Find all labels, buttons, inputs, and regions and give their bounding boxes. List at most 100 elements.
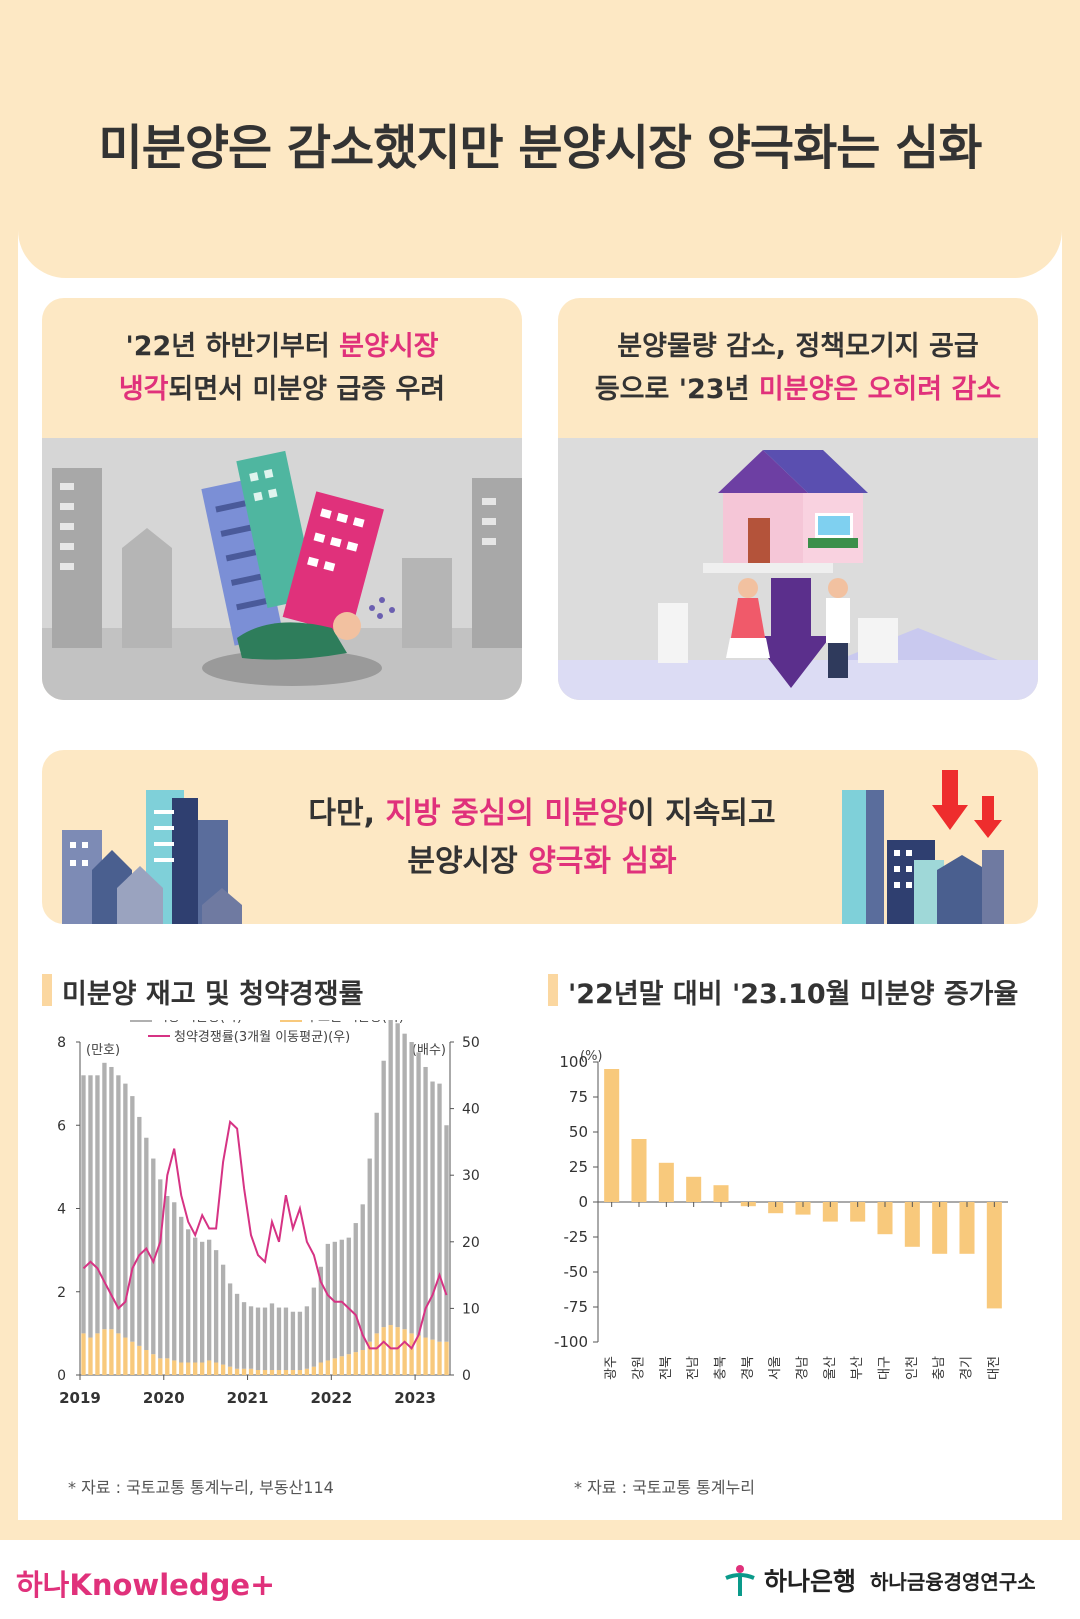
region-label: 대구	[878, 1356, 893, 1380]
x-tick-label: 2019	[59, 1389, 101, 1407]
legend-label-ratio: 청약경쟁률(3개월 이동평균)(우)	[174, 1030, 350, 1045]
card1-highlight: 분양시장	[339, 330, 439, 362]
card-unsold-decline: 분양물량 감소, 정책모기지 공급 등으로 '23년 미분양은 오히려 감소	[558, 298, 1038, 700]
capital-unsold-bar	[186, 1362, 191, 1375]
left-tick-label: 6	[57, 1118, 66, 1134]
regional-unsold-bar	[360, 1204, 365, 1351]
capital-unsold-bar	[346, 1354, 351, 1375]
card1-text: '22년 하반기부터	[125, 330, 340, 362]
regional-unsold-bar	[123, 1083, 128, 1338]
regional-unsold-bar	[423, 1066, 428, 1338]
card2-text: 분양물량 감소, 정책모기지 공급	[617, 330, 979, 362]
page-title: 미분양은 감소했지만 분양시장 양극화는 심화	[98, 120, 983, 176]
capital-unsold-bar	[304, 1368, 310, 1375]
capital-unsold-bar	[430, 1339, 435, 1375]
capital-unsold-bar	[283, 1370, 289, 1375]
institute-text: 하나금융경영연구소	[870, 1569, 1036, 1594]
banner-text-2: 이 지속되고	[627, 796, 776, 831]
legend-label-capital: 수도권 미분양(좌)	[306, 1020, 404, 1025]
capital-unsold-bar	[360, 1350, 365, 1375]
region-label: 강원	[632, 1356, 647, 1380]
regional-unsold-bar	[381, 1060, 386, 1328]
regional-unsold-bar	[332, 1241, 337, 1359]
unsold-inventory-chart: 지방 미분양(좌) 수도권 미분양(좌) 청약경쟁률(3개월 이동평균)(우) 0 2 4…	[57, 1020, 480, 1407]
capital-unsold-bar	[227, 1366, 233, 1375]
regional-unsold-bar	[444, 1125, 449, 1342]
increase-rate-bar	[658, 1162, 674, 1202]
y-tick-label: -75	[564, 1298, 589, 1316]
capital-unsold-bar	[144, 1350, 149, 1375]
capital-unsold-bar	[88, 1337, 93, 1375]
city-buildings-down-arrow-illustration	[842, 770, 1004, 924]
regional-unsold-bar	[353, 1223, 358, 1353]
hana-bank-logo[interactable]: 하나은행 하나금융경영연구소	[722, 1562, 1036, 1598]
capital-unsold-bar	[409, 1333, 414, 1375]
increase-rate-bar	[850, 1202, 866, 1222]
increase-rate-bar	[959, 1202, 975, 1254]
capital-unsold-bar	[179, 1362, 184, 1375]
region-label: 울산	[823, 1356, 838, 1380]
y-tick-label: -50	[564, 1263, 589, 1281]
increase-rate-bar	[713, 1185, 729, 1202]
banner-text: 다만, 지방 중심의 미분양이 지속되고 분양시장 양극화 심화	[272, 790, 812, 886]
y-tick-label: 0	[578, 1193, 588, 1211]
banner-highlight-1: 지방 중심의 미분양	[385, 796, 628, 831]
regional-unsold-bar	[409, 1042, 414, 1334]
logo-hana-text: 하나	[16, 1568, 70, 1602]
regional-unsold-bar	[346, 1237, 351, 1355]
regional-unsold-bar	[297, 1311, 303, 1371]
card1-text-2: 되면서 미분양 급증 우려	[168, 374, 446, 405]
hana-knowledge-logo[interactable]: 하나Knowledge+	[16, 1562, 275, 1604]
capital-unsold-bar	[381, 1327, 386, 1375]
regional-unsold-bar	[388, 1020, 393, 1326]
regional-unsold-bar	[367, 1158, 372, 1342]
competition-ratio-line	[82, 1119, 448, 1351]
regional-unsold-bar	[158, 1179, 163, 1359]
capital-unsold-bar	[102, 1329, 107, 1375]
region-label: 경북	[741, 1356, 756, 1380]
capital-unsold-bar	[388, 1325, 393, 1375]
regional-unsold-bar	[269, 1303, 275, 1371]
increase-rate-bar	[932, 1202, 948, 1254]
left-tick-label: 2	[57, 1285, 66, 1301]
regional-unsold-bar	[304, 1306, 310, 1369]
logo-knowledge-text: Knowledge	[69, 1568, 251, 1602]
unsold-increase-rate-chart: (%)100 75 50 25 0 -25 -50 -75 -100 광주 강원 전북 전남 충북 경북 서울…	[554, 1050, 1008, 1380]
polarization-banner: 다만, 지방 중심의 미분양이 지속되고 분양시장 양극화 심화	[42, 750, 1038, 924]
capital-unsold-bar	[276, 1370, 282, 1375]
region-label: 서울	[768, 1356, 783, 1380]
regional-unsold-bar	[179, 1216, 184, 1363]
capital-unsold-bar	[137, 1345, 142, 1375]
house-down-arrow-illustration	[558, 438, 1038, 700]
title-wave	[18, 230, 1062, 278]
card1-highlight-2: 냉각	[118, 374, 169, 405]
capital-unsold-bar	[200, 1362, 205, 1375]
capital-unsold-bar	[206, 1360, 212, 1375]
legend-swatch-regional	[130, 1020, 152, 1022]
card2-text-2: 등으로 '23년	[594, 374, 759, 405]
banner-text-3: 분양시장	[407, 844, 529, 879]
banner-text-1: 다만,	[308, 796, 386, 831]
regional-unsold-bar	[255, 1307, 261, 1371]
regional-unsold-bar	[186, 1229, 191, 1363]
capital-unsold-bar	[444, 1341, 449, 1375]
card-market-cooling: '22년 하반기부터 분양시장 냉각되면서 미분양 급증 우려	[42, 298, 522, 700]
regional-unsold-bar	[290, 1311, 296, 1371]
capital-unsold-bar	[402, 1329, 407, 1375]
left-tick-label: 8	[57, 1035, 66, 1051]
capital-unsold-bar	[423, 1337, 428, 1375]
source-note-1: * 자료 : 국토교통 통계누리, 부동산114	[68, 1478, 334, 1497]
region-label: 충북	[714, 1356, 729, 1380]
regional-unsold-bar	[109, 1066, 114, 1330]
regional-unsold-bar	[311, 1287, 317, 1367]
regional-unsold-bar	[227, 1283, 233, 1367]
capital-unsold-bar	[81, 1333, 86, 1375]
regional-unsold-bar	[402, 1033, 407, 1330]
regional-unsold-bar	[220, 1264, 226, 1365]
city-buildings-illustration-left	[62, 790, 242, 924]
regional-unsold-bar	[430, 1081, 435, 1340]
increase-rate-bar	[631, 1139, 647, 1202]
increase-rate-bar	[822, 1202, 838, 1222]
regional-unsold-bar	[283, 1307, 289, 1371]
increase-rate-bar	[686, 1176, 702, 1202]
